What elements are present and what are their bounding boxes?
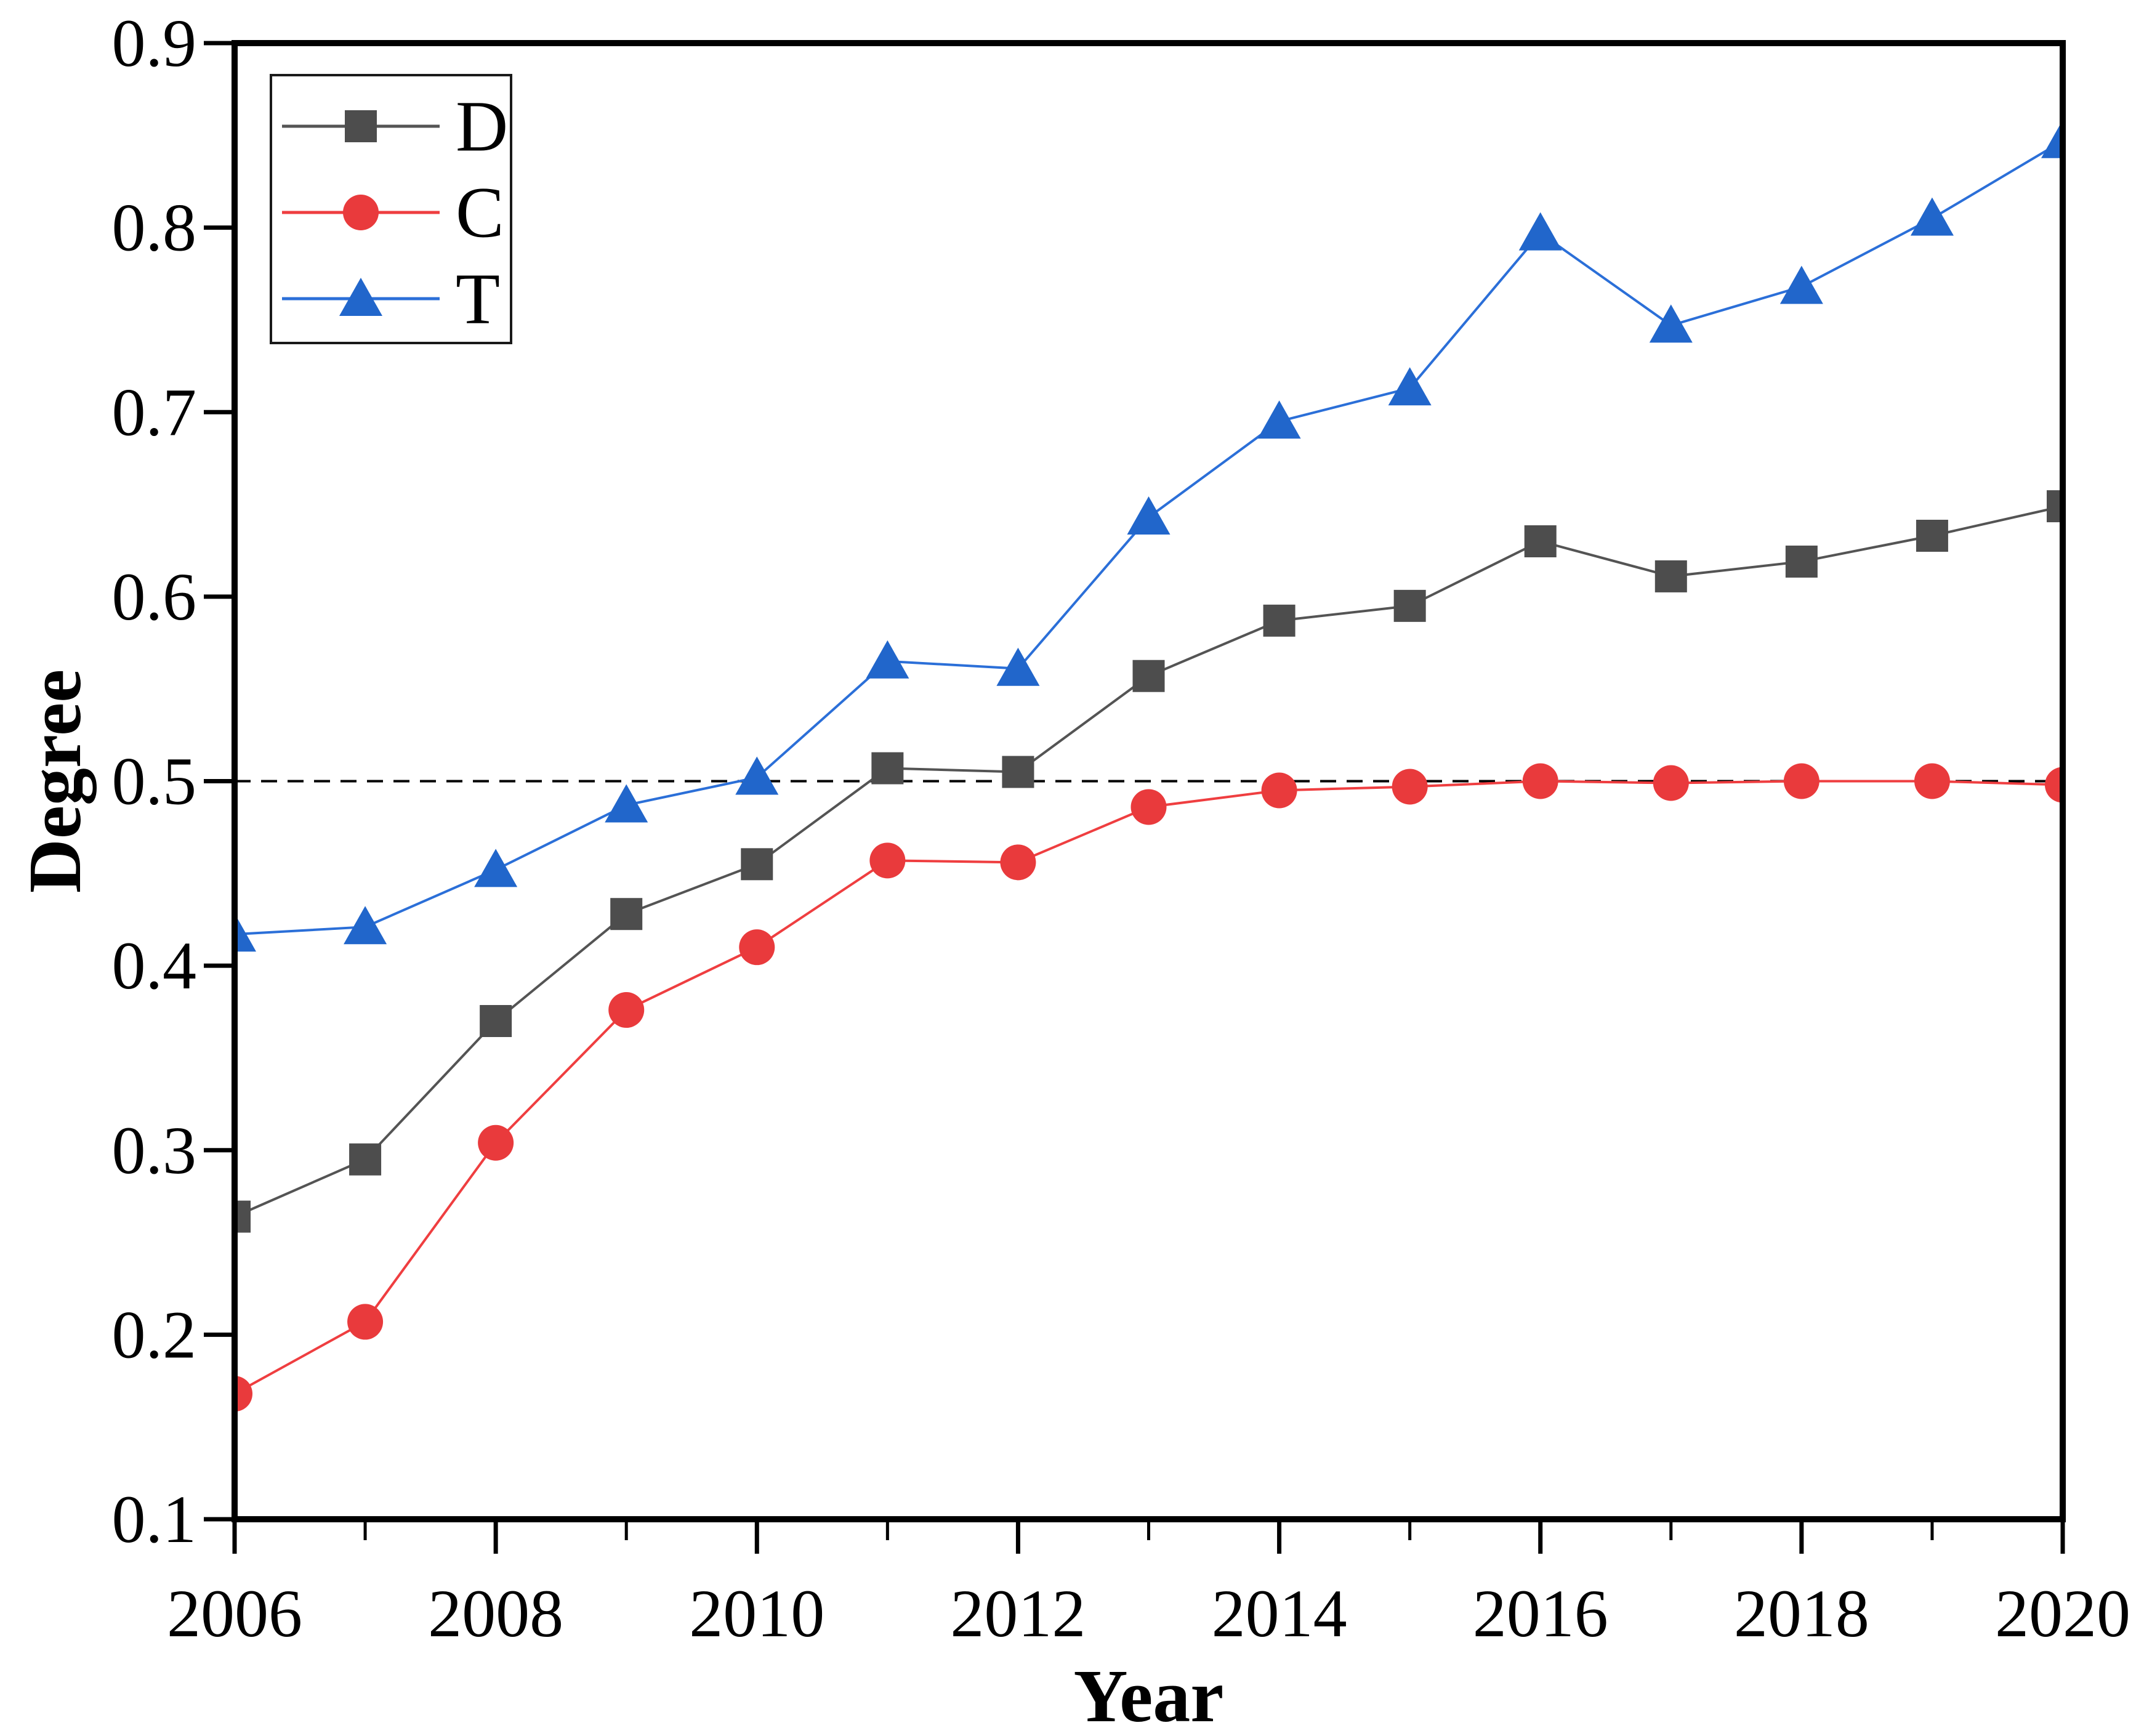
series-D-marker-2009 bbox=[610, 898, 643, 931]
series-T-marker-2008 bbox=[474, 849, 518, 887]
series-C-marker-2014 bbox=[1261, 772, 1297, 809]
series-C-marker-2006 bbox=[235, 1376, 252, 1412]
series-T-marker-2010 bbox=[735, 756, 779, 795]
series-C-marker-2017 bbox=[1653, 765, 1689, 801]
legend-row-T: T bbox=[282, 259, 500, 339]
y-tick-label-0.9: 0.9 bbox=[112, 6, 197, 81]
series-T-marker-2018 bbox=[1779, 265, 1823, 304]
series-T-marker-2016 bbox=[1518, 212, 1562, 251]
y-tick-label-0.7: 0.7 bbox=[112, 374, 197, 450]
series-T-marker-2007 bbox=[344, 906, 387, 945]
x-tick-label-2018: 2018 bbox=[1734, 1576, 1869, 1651]
series-D-marker-2018 bbox=[1785, 545, 1818, 578]
legend-row-C: C bbox=[282, 172, 504, 253]
series-T-marker-2017 bbox=[1649, 304, 1693, 343]
legend-square-icon bbox=[345, 110, 377, 142]
series-C-marker-2020 bbox=[2045, 767, 2063, 803]
x-tick-label-2016: 2016 bbox=[1473, 1576, 1608, 1651]
series-D bbox=[235, 490, 2063, 1233]
legend-row-D: D bbox=[282, 86, 508, 167]
series-D-marker-2010 bbox=[741, 848, 773, 881]
y-tick-label-0.2: 0.2 bbox=[112, 1297, 197, 1372]
series-C-marker-2008 bbox=[478, 1124, 514, 1161]
series-T bbox=[235, 119, 2063, 952]
series-T-marker-2020 bbox=[2041, 119, 2063, 158]
series-T-marker-2006 bbox=[235, 913, 256, 952]
x-axis-title: Year bbox=[1074, 1655, 1224, 1736]
x-tick-label-2020: 2020 bbox=[1995, 1576, 2130, 1651]
series-C-marker-2011 bbox=[869, 842, 906, 879]
legend-triangle-icon bbox=[339, 278, 382, 316]
series-C-marker-2016 bbox=[1522, 763, 1558, 799]
series-T-marker-2009 bbox=[605, 784, 648, 823]
y-tick-label-0.4: 0.4 bbox=[112, 928, 197, 1003]
series-D-marker-2011 bbox=[871, 752, 904, 785]
series-T-marker-2019 bbox=[1910, 197, 1954, 236]
x-tick-label-2014: 2014 bbox=[1212, 1576, 1347, 1651]
x-tick-label-2008: 2008 bbox=[428, 1576, 563, 1651]
series-group bbox=[235, 119, 2063, 1412]
y-tick-label-0.5: 0.5 bbox=[112, 744, 197, 819]
series-C-marker-2018 bbox=[1783, 763, 1820, 799]
legend-circle-icon bbox=[343, 195, 379, 230]
y-tick-label-0.3: 0.3 bbox=[112, 1113, 197, 1188]
series-T-marker-2014 bbox=[1257, 400, 1301, 439]
series-C-marker-2010 bbox=[739, 929, 775, 966]
series-T-marker-2015 bbox=[1388, 367, 1432, 406]
legend: DCT bbox=[270, 74, 512, 344]
series-C-marker-2013 bbox=[1130, 789, 1167, 825]
series-T-marker-2013 bbox=[1127, 496, 1171, 535]
x-tick-label-2012: 2012 bbox=[950, 1576, 1086, 1651]
plot-border bbox=[232, 40, 2066, 1522]
series-D-marker-2013 bbox=[1132, 660, 1165, 692]
series-D-marker-2017 bbox=[1654, 560, 1687, 592]
series-D-marker-2016 bbox=[1524, 525, 1557, 557]
y-tick-label-0.1: 0.1 bbox=[112, 1482, 197, 1557]
y-tick-label-0.6: 0.6 bbox=[112, 559, 197, 634]
series-D-marker-2012 bbox=[1002, 756, 1034, 788]
series-D-marker-2015 bbox=[1393, 589, 1426, 622]
series-T-marker-2011 bbox=[866, 640, 909, 679]
series-C-marker-2015 bbox=[1392, 769, 1428, 805]
legend-label-T: T bbox=[456, 259, 500, 339]
y-axis-title: Degree bbox=[14, 669, 97, 894]
x-tick-label-2010: 2010 bbox=[689, 1576, 824, 1651]
series-D-marker-2019 bbox=[1916, 519, 1948, 552]
series-D-marker-2008 bbox=[480, 1005, 512, 1038]
series-T-marker-2012 bbox=[996, 647, 1040, 686]
legend-label-C: C bbox=[456, 172, 504, 253]
series-C bbox=[235, 763, 2063, 1412]
series-C-marker-2007 bbox=[347, 1304, 384, 1340]
x-tick-label-2006: 2006 bbox=[167, 1576, 302, 1651]
y-tick-label-0.8: 0.8 bbox=[112, 190, 197, 265]
series-C-marker-2009 bbox=[608, 992, 645, 1028]
series-D-marker-2014 bbox=[1263, 604, 1296, 637]
series-C-marker-2019 bbox=[1914, 763, 1950, 799]
series-D-marker-2007 bbox=[349, 1143, 382, 1176]
legend-label-D: D bbox=[456, 86, 508, 167]
series-C-marker-2012 bbox=[1000, 844, 1036, 881]
